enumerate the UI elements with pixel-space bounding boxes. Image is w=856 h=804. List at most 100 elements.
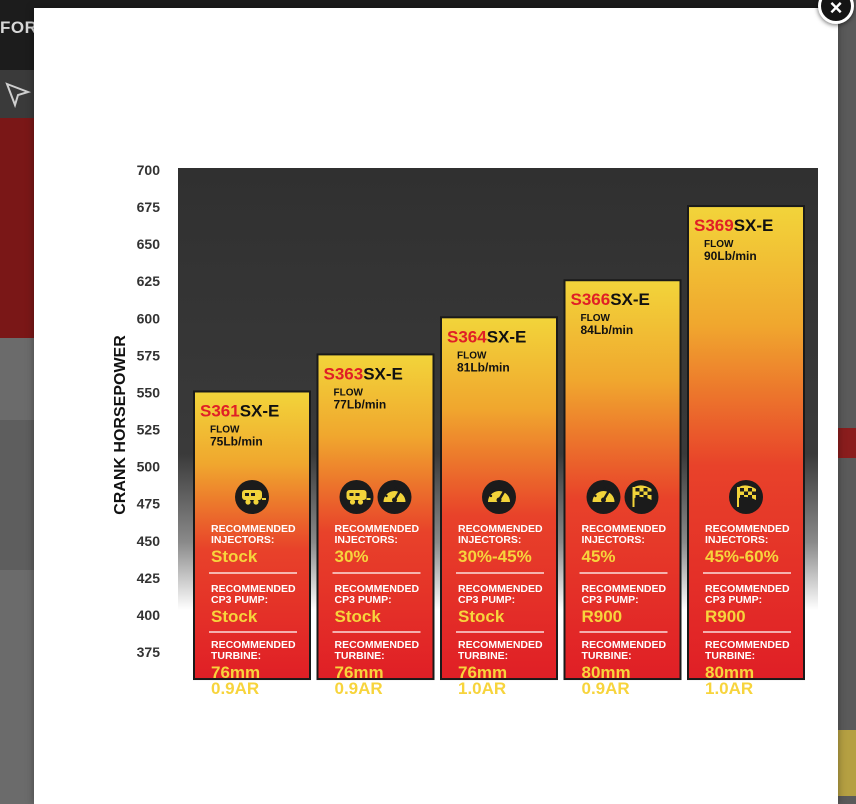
speedometer-icon (377, 480, 412, 514)
background-banner (838, 730, 856, 796)
recommendation-label: CP3 PUMP: (458, 594, 515, 606)
pump-value: Stock (335, 607, 382, 626)
recommendation-label: RECOMMENDED (582, 639, 667, 651)
bar-model-label: S366SX-E (571, 290, 650, 309)
speedometer-icon (586, 480, 621, 514)
y-tick-label: 675 (137, 199, 161, 215)
y-tick-label: 625 (137, 273, 161, 289)
recommendation-label: RECOMMENDED (458, 583, 543, 595)
y-axis-label: CRANK HORSEPOWER (112, 335, 129, 515)
y-tick-label: 400 (137, 607, 161, 623)
bar-group: S364SX-EFLOW81Lb/minRECOMMENDEDINJECTORS… (440, 316, 558, 698)
race-flag-icon (624, 480, 659, 514)
injectors-value: 45%-60% (705, 547, 779, 566)
injectors-value: 30%-45% (458, 547, 532, 566)
pump-value: Stock (458, 607, 505, 626)
speedometer-icon (482, 480, 516, 514)
background-product-card (0, 118, 34, 338)
recommendation-label: CP3 PUMP: (705, 594, 762, 606)
recommendation-label: CP3 PUMP: (335, 594, 392, 606)
turbine-value: 76mm (211, 663, 260, 682)
model-suffix: SX-E (734, 216, 774, 235)
recommendation-label: TURBINE: (582, 650, 632, 662)
injectors-value: 30% (335, 547, 369, 566)
bar-model-label: S364SX-E (447, 327, 526, 346)
y-tick-label: 425 (137, 570, 161, 586)
trailer-icon (235, 480, 269, 514)
bar (689, 207, 803, 679)
background-product-image (0, 420, 34, 570)
model-suffix: SX-E (240, 401, 280, 420)
bar-group: S366SX-EFLOW84Lb/minRECOMMENDEDINJECTORS… (563, 279, 682, 698)
chart-container: 700 675 650 625 600 575 550 525 500 475 450 425 400 3… (90, 38, 850, 798)
recommendation-label: INJECTORS: (458, 534, 521, 546)
turbine-value: 1.0AR (458, 679, 506, 698)
recommendation-label: RECOMMENDED (705, 583, 790, 595)
y-tick-label: 575 (137, 347, 161, 363)
y-tick-label: 650 (137, 236, 161, 252)
injectors-value: Stock (211, 547, 258, 566)
recommendation-label: RECOMMENDED (705, 523, 790, 535)
bar (318, 355, 433, 679)
flow-label: FLOW (210, 424, 240, 435)
close-icon: × (829, 0, 843, 20)
bar-group: S363SX-EFLOW77Lb/minRECOMMENDEDINJECTORS… (316, 353, 435, 698)
model-prefix: S366 (571, 290, 611, 309)
recommendation-label: RECOMMENDED (211, 583, 296, 595)
turbine-value: 1.0AR (705, 679, 753, 698)
recommendation-label: RECOMMENDED (705, 639, 790, 651)
recommendation-label: RECOMMENDED (335, 523, 420, 535)
bar (565, 281, 680, 679)
turbine-value: 0.9AR (582, 679, 630, 698)
y-tick-label: 550 (137, 384, 161, 400)
turbine-value: 0.9AR (335, 679, 383, 698)
flow-value: 75Lb/min (210, 434, 263, 448)
recommendation-label: RECOMMENDED (335, 639, 420, 651)
injectors-value: 45% (582, 547, 616, 566)
turbine-value: 76mm (335, 663, 384, 682)
turbine-value: 80mm (705, 663, 754, 682)
model-prefix: S363 (324, 364, 364, 383)
background-right-column (838, 0, 856, 804)
y-tick-label: 375 (137, 644, 161, 660)
flow-value: 90Lb/min (704, 249, 757, 263)
bar-model-label: S369SX-E (694, 216, 773, 235)
y-tick-label: 475 (137, 496, 161, 512)
recommendation-label: INJECTORS: (705, 534, 768, 546)
flow-value: 84Lb/min (581, 323, 634, 337)
recommendation-label: TURBINE: (211, 650, 261, 662)
pump-value: R900 (705, 607, 746, 626)
background-price-tag (838, 428, 856, 458)
y-tick-label: 500 (137, 459, 161, 475)
flow-label: FLOW (704, 239, 734, 250)
model-suffix: SX-E (610, 290, 650, 309)
model-suffix: SX-E (487, 327, 527, 346)
bar-group: S369SX-EFLOW90Lb/minRECOMMENDEDINJECTORS… (687, 205, 805, 698)
model-prefix: S364 (447, 327, 487, 346)
recommendation-label: INJECTORS: (335, 534, 398, 546)
recommendation-label: CP3 PUMP: (211, 594, 268, 606)
y-tick-label: 600 (137, 310, 161, 326)
lightbox-modal: 700 675 650 625 600 575 550 525 500 475 450 425 400 3… (34, 8, 838, 804)
horsepower-chart: 700 675 650 625 600 575 550 525 500 475 450 425 400 3… (112, 162, 818, 698)
y-tick-label: 450 (137, 533, 161, 549)
cursor-arrow-icon (5, 82, 32, 108)
recommendation-label: TURBINE: (705, 650, 755, 662)
recommendation-label: INJECTORS: (211, 534, 274, 546)
pump-value: R900 (582, 607, 623, 626)
y-tick-label: 525 (137, 422, 161, 438)
close-button[interactable]: × (818, 0, 854, 24)
bar (195, 392, 309, 679)
model-suffix: SX-E (363, 364, 403, 383)
recommendation-label: RECOMMENDED (582, 583, 667, 595)
recommendation-label: INJECTORS: (582, 534, 645, 546)
recommendation-label: RECOMMENDED (458, 523, 543, 535)
pump-value: Stock (211, 607, 258, 626)
turbine-value: 76mm (458, 663, 507, 682)
flow-value: 81Lb/min (457, 360, 510, 374)
turbine-value: 80mm (582, 663, 631, 682)
recommendation-label: RECOMMENDED (582, 523, 667, 535)
model-prefix: S361 (200, 401, 240, 420)
flow-value: 77Lb/min (334, 397, 387, 411)
flow-label: FLOW (457, 350, 487, 361)
